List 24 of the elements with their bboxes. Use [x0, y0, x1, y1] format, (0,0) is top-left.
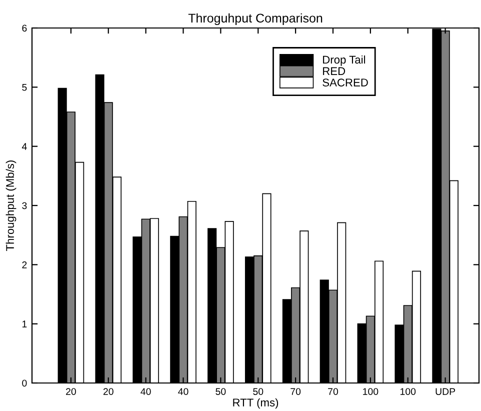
x-tick-label: 40 [178, 388, 188, 395]
x-tick-label: 70 [328, 388, 338, 395]
y-tick-label: 3 [22, 202, 27, 210]
x-tick-label: 20 [103, 388, 114, 395]
y-tick-label: 5 [22, 84, 27, 91]
y-tick-label: 6 [22, 24, 27, 32]
y-tick-label: 0 [22, 380, 27, 387]
legend-label: SACRED [322, 78, 368, 86]
x-tick-label: 50 [253, 388, 264, 395]
x-tick-label: 70 [290, 388, 301, 395]
y-tick-label: 4 [22, 143, 27, 150]
x-axis-title: RTT (ms) [233, 398, 278, 409]
y-tick-label: 2 [22, 261, 27, 268]
x-tick-label: 100 [400, 388, 416, 395]
x-tick-label: 20 [66, 388, 76, 395]
y-tick-label: 1 [22, 320, 27, 328]
x-tick-label: 100 [363, 388, 378, 395]
chart-title: Throguhput Comparison [188, 13, 322, 26]
x-tick-label: 50 [216, 388, 226, 395]
legend-label: RED [323, 67, 346, 75]
x-tick-label: UDP [436, 388, 456, 395]
y-axis-title: Throughput (Mb/s) [6, 160, 16, 251]
legend-label: Drop Tail [323, 55, 366, 66]
x-tick-label: 40 [140, 388, 151, 395]
